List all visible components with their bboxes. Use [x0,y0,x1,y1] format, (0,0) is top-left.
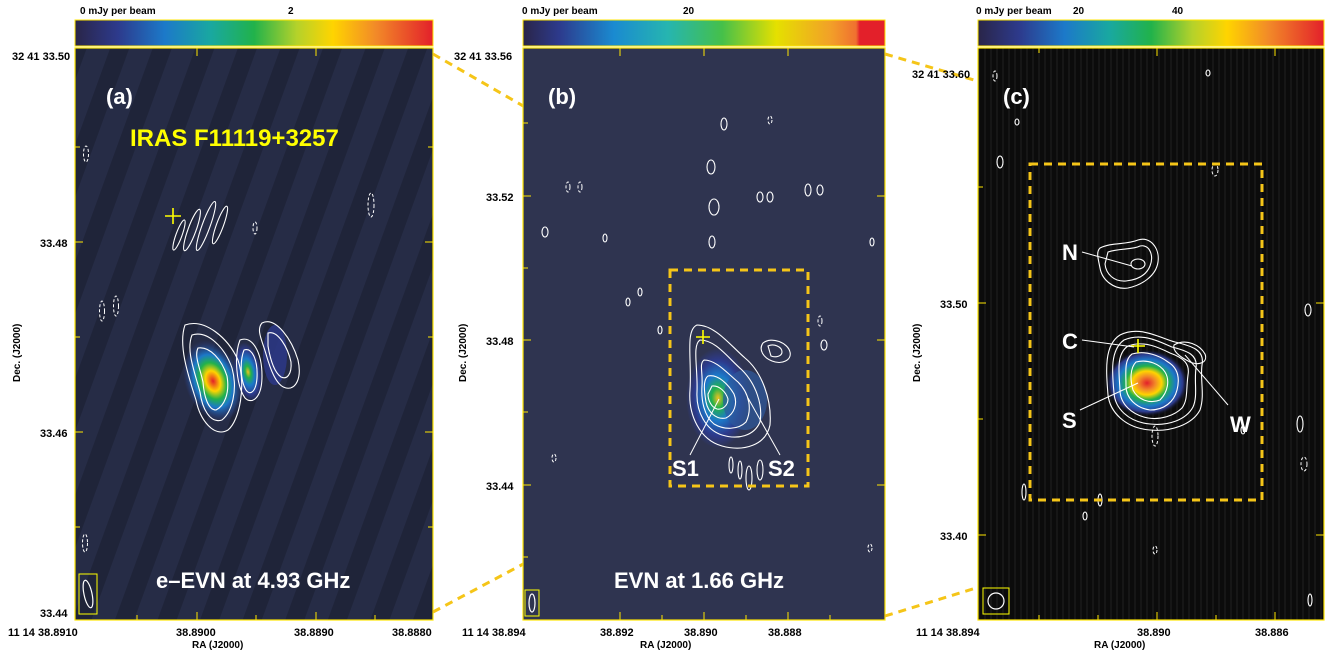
component-label-n: N [1062,240,1078,265]
colorbar-a [74,19,434,47]
optical-position-marker-a [165,208,181,224]
y-tick-a-3: 33.44 [40,608,68,620]
colorbar-a-start-label: 0 mJy per beam [80,6,156,17]
x-axis-label-c: RA (J2000) [1094,640,1145,651]
x-first-label-b: 11 14 38.894 [462,627,527,639]
ticks-c [978,48,1324,620]
y-axis-label-c: Dec. (J2000) [912,324,923,382]
y-axis-label-b: Dec. (J2000) [458,324,469,382]
x-axis-label-b: RA (J2000) [640,640,691,651]
contours-b [541,117,875,491]
panel-label-a: (a) [106,84,133,109]
x-tick-b-3: 38.888 [768,627,802,639]
optical-position-marker-c [1131,339,1145,353]
optical-position-marker-b [696,330,710,344]
y-tick-a-1: 33.48 [40,238,68,250]
image-a [75,48,433,620]
colorbar-c [977,19,1325,47]
y-top-label-c: 32 41 33.60 [912,69,970,81]
source-name: IRAS F11119+3257 [130,125,339,152]
x-tick-b-2: 38.890 [684,627,718,639]
negative-contours-b [551,115,873,553]
colorbar-a-mid-label: 2 [288,6,294,17]
component-label-w: W [1230,412,1251,437]
x-tick-a-2: 38.8890 [294,627,334,639]
beam-c [987,592,1005,610]
frame-c [977,47,1325,621]
panel-label-c: (c) [1003,84,1030,109]
s2-pointer [747,397,781,456]
y-tick-b-3: 33.44 [486,481,514,493]
x-tick-b-1: 38.892 [600,627,634,639]
caption-b: EVN at 1.66 GHz [614,568,784,593]
component-label-c: C [1062,329,1078,354]
ticks-b [523,48,885,620]
y-axis-label-a: Dec. (J2000) [12,324,23,382]
colorbar-c-start-label: 0 mJy per beam [976,6,1052,17]
x-axis-label-a: RA (J2000) [192,640,243,651]
beam-box-b [524,589,540,617]
x-first-label-a: 11 14 38.8910 [8,627,78,639]
y-tick-a-2: 33.46 [40,428,68,440]
colorbar-b-mid-label: 20 [683,6,695,17]
colorbar-c-end-label: 40 [1172,6,1184,17]
y-tick-c-2: 33.40 [940,531,968,543]
x-tick-a-1: 38.8900 [176,627,216,639]
component-label-s2: S2 [768,456,795,481]
panel-b: 0 mJy per beam 20 [454,6,886,651]
negative-contours-a [82,145,375,553]
colorbar-b [522,19,886,47]
panel-a: 0 mJy per beam 2 [8,6,434,651]
panel-label-b: (b) [548,84,576,109]
colorbar-c-mid-label: 20 [1073,6,1085,17]
panel-c: 0 mJy per beam 20 40 [912,6,1325,651]
beam-b [528,593,536,613]
y-top-label-b: 32 41 33.56 [454,51,512,63]
component-label-s1: S1 [672,456,699,481]
zoom-box-c [1028,162,1264,502]
beam-box-a [78,573,98,615]
y-tick-c-1: 33.50 [940,299,968,311]
contours-a [172,200,300,433]
s1-pointer [689,398,720,456]
x-tick-c-1: 38.890 [1137,627,1171,639]
frame-a [74,47,434,621]
x-tick-a-3: 38.8880 [392,627,432,639]
emission-c [1105,349,1189,417]
y-tick-b-1: 33.52 [486,192,514,204]
y-top-label-a: 32 41 33.50 [12,51,70,63]
colorbar-b-start-label: 0 mJy per beam [522,6,598,17]
beam-box-c [982,587,1010,615]
image-b [523,48,885,620]
beam-a [82,579,94,609]
caption-a: e–EVN at 4.93 GHz [156,568,350,593]
zoom-box-b [668,268,810,488]
ticks-a [75,48,433,620]
x-tick-c-2: 38.886 [1255,627,1289,639]
x-first-label-c: 11 14 38.894 [916,627,981,639]
component-label-s: S [1062,408,1077,433]
y-tick-b-2: 33.48 [486,336,514,348]
component-pointers-c [1079,251,1229,411]
